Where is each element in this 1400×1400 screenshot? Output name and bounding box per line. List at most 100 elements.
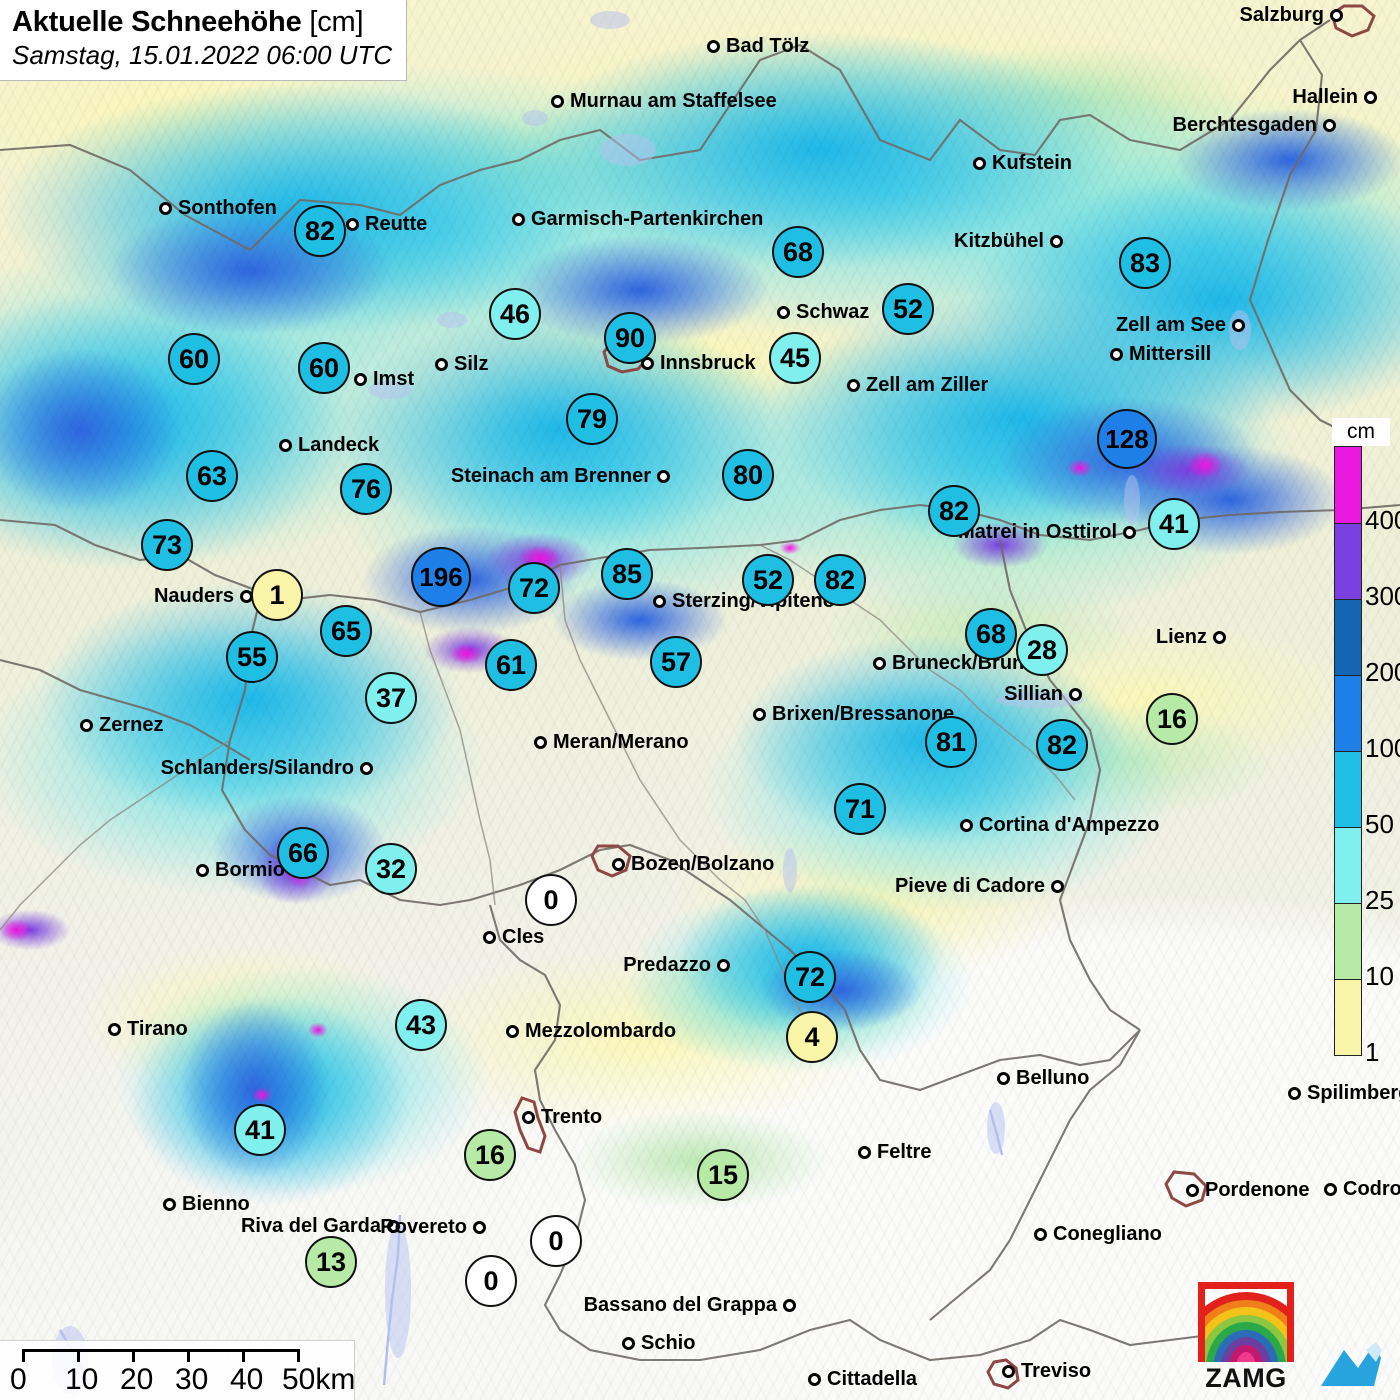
station-marker[interactable]: 41 <box>1148 498 1200 550</box>
city-dot-icon <box>506 1025 519 1038</box>
city-marker: Schlanders/Silandro <box>161 757 373 780</box>
zamg-wordmark: ZAMG <box>1205 1363 1287 1393</box>
station-value: 0 <box>483 1265 499 1296</box>
rainbow-logo-icon <box>1198 1282 1294 1362</box>
city-marker: Mezzolombardo <box>506 1020 676 1043</box>
city-marker: Schio <box>622 1332 695 1355</box>
city-marker: Kufstein <box>973 152 1072 175</box>
station-marker[interactable]: 82 <box>814 554 866 606</box>
station-marker[interactable]: 83 <box>1119 237 1171 289</box>
city-dot-icon <box>847 379 860 392</box>
station-marker[interactable]: 65 <box>320 605 372 657</box>
legend-label: 300 <box>1365 581 1400 611</box>
station-marker[interactable]: 0 <box>530 1215 582 1267</box>
station-marker[interactable]: 196 <box>411 547 471 607</box>
station-marker[interactable]: 61 <box>485 639 537 691</box>
station-marker[interactable]: 52 <box>882 283 934 335</box>
city-marker: Innsbruck <box>641 352 756 375</box>
city-marker: Rovereto <box>380 1216 486 1239</box>
city-marker: Salzburg <box>1240 4 1343 27</box>
station-value: 37 <box>375 682 407 713</box>
station-marker[interactable]: 15 <box>697 1149 749 1201</box>
city-label: Meran/Merano <box>553 731 689 753</box>
city-label: Silz <box>454 353 489 375</box>
station-marker[interactable]: 72 <box>508 562 560 614</box>
city-label: Feltre <box>877 1141 932 1163</box>
station-value: 63 <box>196 460 228 491</box>
city-dot-icon <box>1232 319 1245 332</box>
city-marker: Meran/Merano <box>534 731 689 754</box>
city-dot-icon <box>777 306 790 319</box>
station-marker[interactable]: 82 <box>928 485 980 537</box>
station-marker[interactable]: 52 <box>742 554 794 606</box>
city-marker: Bruneck/Brunico <box>873 652 1053 675</box>
station-marker[interactable]: 16 <box>464 1129 516 1181</box>
station-marker[interactable]: 13 <box>305 1236 357 1288</box>
city-marker: Pieve di Cadore <box>895 875 1064 898</box>
station-marker[interactable]: 85 <box>601 548 653 600</box>
city-dot-icon <box>873 657 886 670</box>
station-marker[interactable]: 82 <box>1036 719 1088 771</box>
station-value: 46 <box>499 298 531 329</box>
station-marker[interactable]: 71 <box>834 783 886 835</box>
scale-tick-label: 0 <box>10 1363 27 1396</box>
city-label: Cittadella <box>827 1368 918 1390</box>
city-marker: Matrei in Osttirol <box>958 521 1136 544</box>
station-marker[interactable]: 79 <box>566 393 618 445</box>
station-marker[interactable]: 81 <box>925 716 977 768</box>
station-marker[interactable]: 28 <box>1016 624 1068 676</box>
city-marker: Sillian <box>1004 683 1082 706</box>
city-dot-icon <box>522 1111 535 1124</box>
station-marker[interactable]: 37 <box>365 672 417 724</box>
station-marker[interactable]: 43 <box>395 999 447 1051</box>
map-timestamp: Samstag, 15.01.2022 06:00 UTC <box>12 40 393 70</box>
legend-swatch: 400 <box>1335 447 1400 535</box>
city-dot-icon <box>622 1337 635 1350</box>
station-marker[interactable]: 73 <box>141 519 193 571</box>
station-marker[interactable]: 0 <box>465 1255 517 1307</box>
station-marker[interactable]: 90 <box>604 312 656 364</box>
station-marker[interactable]: 60 <box>168 333 220 385</box>
station-marker[interactable]: 0 <box>525 874 577 926</box>
station-marker[interactable]: 16 <box>1146 693 1198 745</box>
station-value: 52 <box>752 564 784 595</box>
station-marker[interactable]: 66 <box>277 827 329 879</box>
city-dot-icon <box>707 40 720 53</box>
station-marker[interactable]: 76 <box>340 463 392 515</box>
city-marker: Bienno <box>163 1193 250 1216</box>
city-marker: Feltre <box>858 1141 931 1164</box>
city-label: Lienz <box>1155 626 1207 648</box>
station-marker[interactable]: 72 <box>784 951 836 1003</box>
station-marker[interactable]: 45 <box>769 332 821 384</box>
station-marker[interactable]: 55 <box>226 631 278 683</box>
city-dot-icon <box>1002 1365 1015 1378</box>
city-label: Codroipo <box>1343 1178 1400 1200</box>
city-label: Berchtesgaden <box>1172 114 1318 136</box>
station-marker[interactable]: 1 <box>251 569 303 621</box>
city-marker: Brixen/Bressanone <box>753 703 954 726</box>
station-marker[interactable]: 60 <box>298 342 350 394</box>
city-marker: Nauders <box>154 585 253 608</box>
city-label: Belluno <box>1016 1067 1090 1089</box>
city-dot-icon <box>346 218 359 231</box>
station-marker[interactable]: 80 <box>722 449 774 501</box>
city-marker: Trento <box>522 1106 602 1129</box>
station-marker[interactable]: 32 <box>365 843 417 895</box>
station-value: 16 <box>474 1139 506 1170</box>
station-marker[interactable]: 4 <box>786 1011 838 1063</box>
station-marker[interactable]: 41 <box>234 1104 286 1156</box>
station-marker[interactable]: 68 <box>772 226 824 278</box>
city-dot-icon <box>960 819 973 832</box>
station-value: 0 <box>543 884 559 915</box>
city-label: Conegliano <box>1053 1223 1162 1245</box>
city-label: Hallein <box>1292 86 1358 108</box>
city-marker: Predazzo <box>623 954 730 977</box>
station-marker[interactable]: 68 <box>965 608 1017 660</box>
city-label: Schlanders/Silandro <box>160 757 354 779</box>
station-marker[interactable]: 82 <box>294 205 346 257</box>
station-marker[interactable]: 128 <box>1097 409 1157 469</box>
station-marker[interactable]: 46 <box>489 288 541 340</box>
station-marker[interactable]: 63 <box>186 450 238 502</box>
station-marker[interactable]: 57 <box>650 636 702 688</box>
